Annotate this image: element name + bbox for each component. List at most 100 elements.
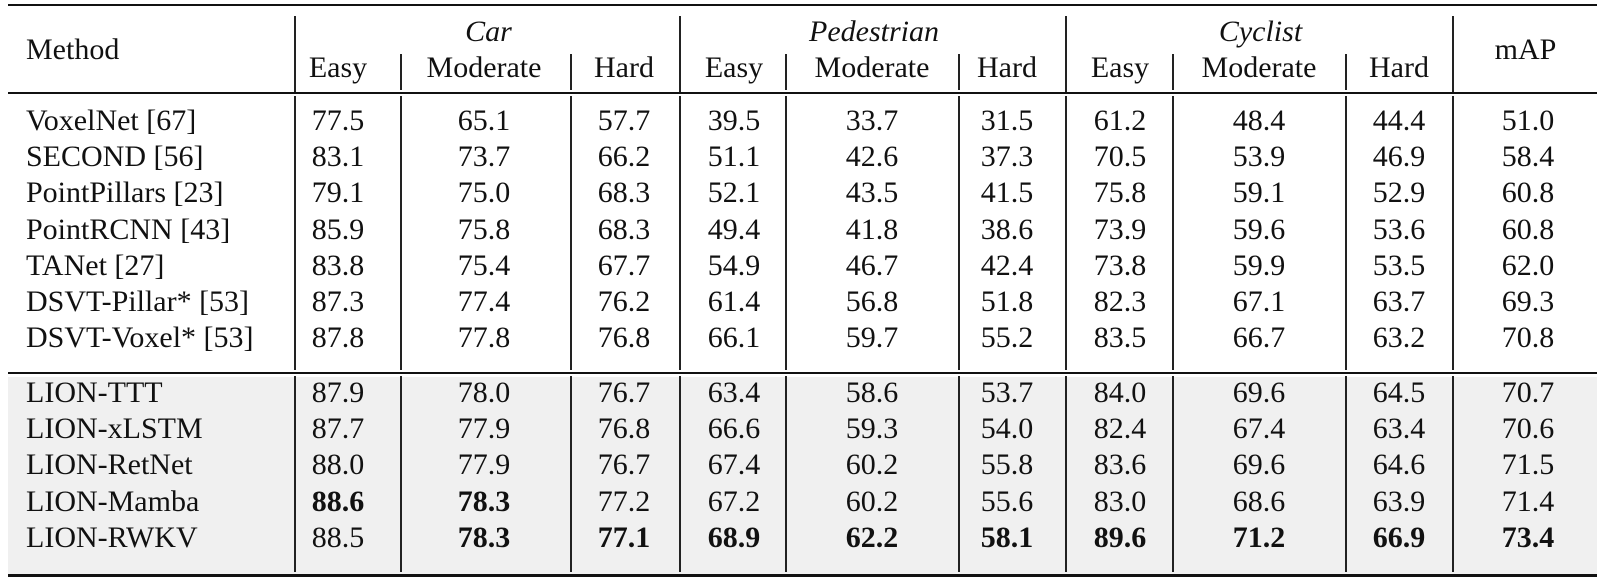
header-group-pedestrian: Pedestrian [809,15,939,48]
vrule-sub-2-bottom [785,376,787,572]
row-value: 79.1 [311,176,365,210]
row-value: 68.3 [597,176,651,210]
row-value: 77.4 [457,285,511,318]
row-value: 52.9 [1372,176,1426,210]
row-value: 71.5 [1501,448,1555,482]
row-value: 87.9 [311,376,365,409]
vrule-pedestrian-top [1065,96,1067,370]
row-value: 77.8 [457,321,511,355]
row-value: 57.7 [597,104,651,137]
row-value: 61.4 [707,285,761,318]
row-value: 53.6 [1372,212,1426,246]
row-value: 85.9 [311,212,365,246]
vrule-sub-4 [1172,54,1174,90]
header-rule [8,92,1597,94]
row-value: 59.6 [1232,212,1286,246]
row-value: 77.1 [597,520,651,554]
row-method: DSVT-Voxel* [53] [26,321,254,355]
row-value: 87.7 [311,412,365,446]
row-value: 48.4 [1232,104,1286,137]
row-method: LION-RWKV [26,520,198,554]
subheader-car-moderate: Moderate [426,51,542,84]
row-method: PointRCNN [43] [26,212,231,246]
vrule-sub-5 [1345,54,1347,90]
row-value: 63.9 [1372,484,1426,518]
subheader-car-easy: Easy [308,51,368,84]
row-value: 53.9 [1232,140,1286,174]
row-value: 44.4 [1372,104,1426,137]
lion-section-shading [8,377,1597,574]
row-value: 76.7 [597,376,651,409]
vrule-sub-2 [785,54,787,90]
row-method: SECOND [56] [26,140,204,174]
row-value: 75.4 [457,248,511,282]
row-value: 59.7 [845,321,899,355]
row-value: 83.8 [311,248,365,282]
vrule-sub-5-bottom [1345,376,1347,572]
row-value: 53.7 [980,376,1034,409]
vrule-sub-3 [958,54,960,90]
row-value: 39.5 [707,104,761,137]
row-value: 66.9 [1372,520,1426,554]
row-value: 37.3 [980,140,1034,174]
row-value: 42.6 [845,140,899,174]
row-value: 67.2 [707,484,761,518]
row-value: 87.3 [311,285,365,318]
row-value: 59.1 [1232,176,1286,210]
vrule-car-top [679,96,681,370]
row-value: 41.8 [845,212,899,246]
row-value: 58.4 [1501,140,1555,174]
row-value: 83.5 [1093,321,1147,355]
row-value: 67.7 [597,248,651,282]
vrule-sub-0-top [400,96,402,370]
row-value: 63.4 [707,376,761,409]
vrule-sub-1-bottom [570,376,572,572]
row-value: 55.8 [980,448,1034,482]
row-value: 58.6 [845,376,899,409]
row-value: 71.4 [1501,484,1555,518]
row-value: 83.0 [1093,484,1147,518]
row-value: 66.1 [707,321,761,355]
row-value: 69.6 [1232,448,1286,482]
vrule-pedestrian-head [1065,16,1067,92]
row-value: 68.6 [1232,484,1286,518]
row-value: 87.8 [311,321,365,355]
header-map: mAP [1494,33,1557,66]
row-value: 62.0 [1501,248,1555,282]
row-value: 42.4 [980,248,1034,282]
row-value: 41.5 [980,176,1034,210]
row-value: 71.2 [1232,520,1286,554]
vrule-sub-1-top [570,96,572,370]
row-value: 78.3 [457,484,511,518]
row-method: DSVT-Pillar* [53] [26,285,250,318]
row-value: 89.6 [1093,520,1147,554]
row-value: 68.3 [597,212,651,246]
row-value: 88.0 [311,448,365,482]
row-value: 75.8 [1093,176,1147,210]
header-group-car: Car [465,15,512,48]
row-value: 77.9 [457,412,511,446]
row-value: 67.4 [1232,412,1286,446]
row-value: 70.5 [1093,140,1147,174]
vrule-sub-4-bottom [1172,376,1174,572]
row-value: 59.9 [1232,248,1286,282]
row-value: 88.6 [311,484,365,518]
vrule-sub-4-top [1172,96,1174,370]
vrule-method-bottom [294,376,296,572]
row-value: 69.6 [1232,376,1286,409]
row-method: VoxelNet [67] [26,104,197,137]
row-value: 43.5 [845,176,899,210]
vrule-sub-3-top [958,96,960,370]
row-value: 46.7 [845,248,899,282]
row-value: 60.8 [1501,176,1555,210]
row-value: 54.0 [980,412,1034,446]
row-value: 82.3 [1093,285,1147,318]
row-method: PointPillars [23] [26,176,224,210]
vrule-cyclist-bottom [1452,376,1454,572]
row-value: 64.6 [1372,448,1426,482]
row-value: 51.1 [707,140,761,174]
row-method: LION-Mamba [26,484,200,518]
row-value: 60.2 [845,448,899,482]
vrule-method-head [294,16,296,92]
vrule-sub-0 [400,54,402,90]
